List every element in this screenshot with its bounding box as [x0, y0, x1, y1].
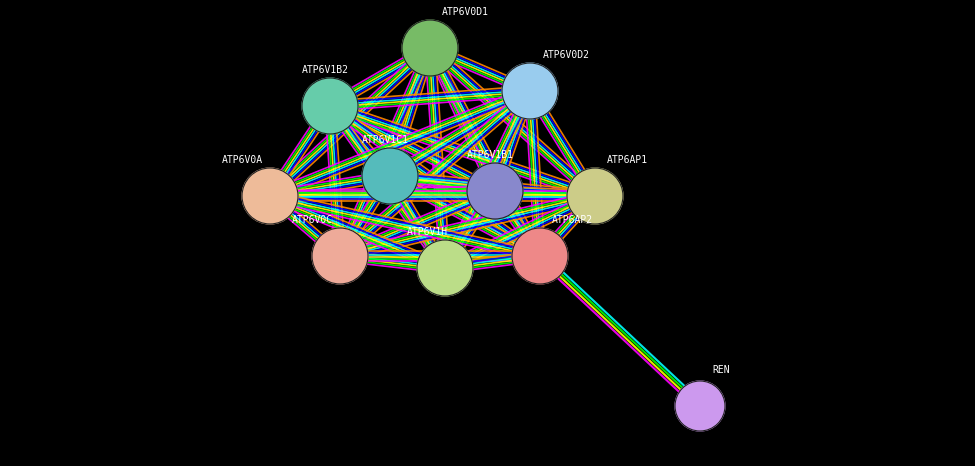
Circle shape [242, 168, 298, 224]
Circle shape [312, 228, 368, 284]
Text: ATP6V1H: ATP6V1H [407, 227, 448, 237]
Text: REN: REN [712, 365, 729, 375]
Text: ATP6AP2: ATP6AP2 [552, 215, 593, 225]
Circle shape [417, 240, 473, 296]
Text: ATP6V0A: ATP6V0A [222, 155, 263, 165]
Text: ATP6V0D2: ATP6V0D2 [543, 50, 590, 60]
Text: ATP6V1B1: ATP6V1B1 [467, 150, 514, 160]
Text: ATP6V0D1: ATP6V0D1 [442, 7, 489, 17]
Circle shape [567, 168, 623, 224]
Text: ATP6AP1: ATP6AP1 [607, 155, 648, 165]
Text: ATP6V1C1: ATP6V1C1 [362, 135, 409, 145]
Circle shape [512, 228, 568, 284]
Circle shape [467, 163, 523, 219]
Circle shape [302, 78, 358, 134]
Text: ATP6V0C: ATP6V0C [292, 215, 333, 225]
Circle shape [362, 148, 418, 204]
Circle shape [675, 381, 725, 431]
Circle shape [502, 63, 558, 119]
Circle shape [402, 20, 458, 76]
Text: ATP6V1B2: ATP6V1B2 [302, 65, 349, 75]
